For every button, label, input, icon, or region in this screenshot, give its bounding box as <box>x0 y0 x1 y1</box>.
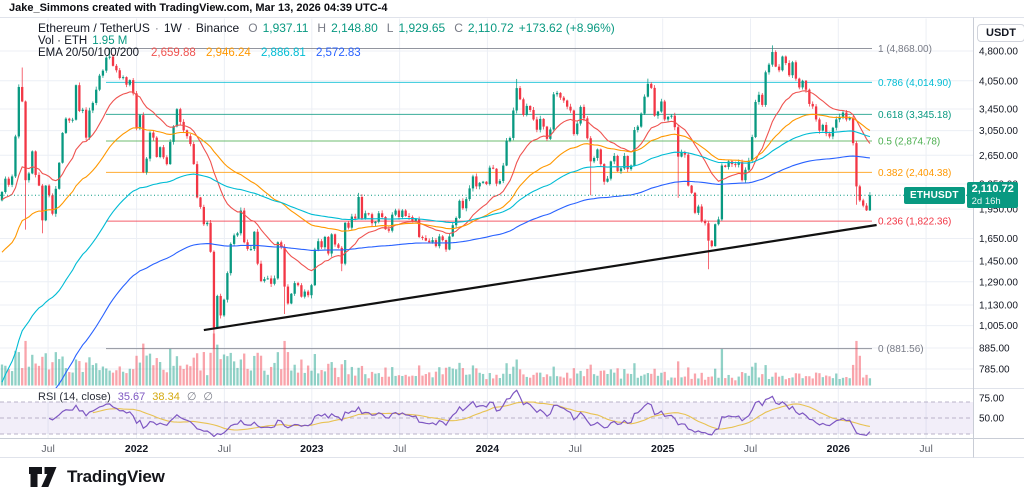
price-tick-label: 1,950.00 <box>979 205 1018 216</box>
rsi-pane <box>0 401 973 435</box>
volume-indicator-label[interactable]: Vol · ETH <box>38 35 88 47</box>
ema100-value: 2,886.81 <box>260 47 306 59</box>
symbol-tag: ETHUSDT <box>904 186 965 204</box>
rsi-tick-label: 75.00 <box>979 394 1004 405</box>
price-tick-label: 3,450.00 <box>979 104 1018 115</box>
fib-label: 0.5 (2,874.78) <box>878 136 940 147</box>
price-tick-label: 4,050.00 <box>979 76 1018 87</box>
price-tick-label: 2,650.00 <box>979 151 1018 162</box>
ema-200-line <box>54 155 870 389</box>
fib-label: 0.382 (2,404.38) <box>878 168 951 179</box>
exchange-label[interactable]: Binance <box>195 21 240 35</box>
bar-countdown: 2d 16h <box>971 196 1001 207</box>
volume-bars <box>0 333 872 386</box>
low-label: L <box>386 21 394 35</box>
price-axis[interactable]: 4,800.00 4,050.00 3,450.00 3,050.00 2,650.00… <box>979 46 1018 424</box>
open-label: O <box>248 21 258 35</box>
ema-50-line <box>1 113 871 253</box>
time-tick-label: 2022 <box>125 443 149 455</box>
time-tick-label: 2023 <box>300 443 324 455</box>
ema50-value: 2,946.24 <box>206 47 251 59</box>
time-tick-label: Jul <box>569 443 582 455</box>
rsi-lines <box>48 389 871 437</box>
price-tick-label: 785.00 <box>979 365 1010 376</box>
price-tick-label: 885.00 <box>979 343 1010 354</box>
rsi-line <box>48 389 871 437</box>
fib-label: 0.786 (4,014.90) <box>878 78 951 89</box>
volume-legend-row: Vol · ETH 1.95 M <box>38 35 127 47</box>
rsi-upper-band-empty: ∅ <box>186 391 197 403</box>
fib-retracement: 1 (4,868.00) 0.786 (4,014.90) 0.618 (3,345… <box>106 44 951 355</box>
rsi-value: 35.67 <box>117 390 146 403</box>
volume-value: 1.95 M <box>92 35 128 47</box>
ema200-value: 2,572.83 <box>315 47 361 59</box>
open-value: 1,937.11 <box>262 21 309 35</box>
rsi-legend-row: RSI (14, close) 35.67 38.34 ∅ ∅ <box>38 390 213 404</box>
time-tick-label: Jul <box>218 443 231 455</box>
rsi-ma-line <box>92 401 870 431</box>
high-value: 2,148.80 <box>331 21 378 35</box>
rsi-indicator-label[interactable]: RSI (14, close) <box>38 390 111 403</box>
symbol-title[interactable]: Ethereum / TetherUS <box>38 21 150 35</box>
legend-separator: · <box>154 21 159 35</box>
tradingview-logo-icon <box>29 467 57 487</box>
last-price-value: 2,110.72 <box>971 183 1014 195</box>
rsi-tick-label: 50.00 <box>979 414 1004 425</box>
rsi-lower-band-empty: ∅ <box>203 391 213 403</box>
tradingview-footer-logo[interactable]: TradingView <box>28 466 165 488</box>
ema-legend-row: EMA 20/50/100/200 2,659.88 2,946.24 2,88… <box>38 47 361 59</box>
ema20-value: 2,659.88 <box>151 47 196 59</box>
pane-borders <box>0 17 1024 458</box>
candlesticks <box>0 45 872 349</box>
time-tick-label: 2024 <box>476 443 500 455</box>
attribution-text: Jake_Simmons created with TradingView.co… <box>9 2 388 14</box>
price-tick-label: 1,290.00 <box>979 277 1018 288</box>
close-value: 2,110.72 <box>467 21 514 35</box>
time-tick-label: 2025 <box>651 443 675 455</box>
time-tick-label: Jul <box>919 443 932 455</box>
fib-label: 1 (4,868.00) <box>878 44 932 55</box>
time-tick-label: Jul <box>393 443 406 455</box>
rsi-ma-value: 38.34 <box>152 390 180 403</box>
ema-ribbon <box>1 90 871 389</box>
price-tick-label: 4,800.00 <box>979 46 1018 57</box>
fib-label: 0 (881.56) <box>878 344 924 355</box>
vertical-gridlines <box>47 18 927 438</box>
ema-indicator-label[interactable]: EMA 20/50/100/200 <box>38 47 140 59</box>
price-tick-label: 1,130.00 <box>979 301 1018 312</box>
time-tick-label: 2026 <box>827 443 851 455</box>
ema-100-line <box>1 130 871 383</box>
last-price-badge: ETHUSDT 2,110.72 2d 16h <box>904 182 1018 208</box>
price-tick-label: 1,005.00 <box>979 321 1018 332</box>
high-label: H <box>317 21 327 35</box>
price-tick-label: 1,450.00 <box>979 257 1018 268</box>
price-tick-label: 1,650.00 <box>979 234 1018 245</box>
legend-separator: · <box>186 21 191 35</box>
currency-unit-button[interactable]: USDT <box>977 24 1024 42</box>
symbol-legend-row: Ethereum / TetherUS · 1W · Binance O 1,9… <box>38 21 615 35</box>
time-axis[interactable]: Jul 2022 Jul 2023 Jul 2024 Jul 2025 Jul 2026 Jul <box>41 443 932 455</box>
fib-label: 0.618 (3,345.18) <box>878 110 951 121</box>
tradingview-wordmark: TradingView <box>67 467 165 486</box>
price-tick-label: 3,050.00 <box>979 126 1018 137</box>
support-trendline[interactable] <box>203 223 877 332</box>
time-tick-label: Jul <box>41 443 54 455</box>
ema-20-line <box>1 90 871 272</box>
horizontal-gridlines <box>0 50 973 370</box>
interval-label[interactable]: 1W <box>163 21 182 35</box>
close-label: C <box>454 21 463 35</box>
fib-label: 0.236 (1,822.36) <box>878 217 951 228</box>
low-value: 1,929.65 <box>398 21 446 35</box>
time-tick-label: Jul <box>744 443 757 455</box>
ema-values: 2,659.88 2,946.24 2,886.81 2,572.83 <box>144 47 361 59</box>
last-price-box: 2,110.72 2d 16h <box>966 182 1018 208</box>
change-value: +173.62 (+8.96%) <box>518 21 615 35</box>
